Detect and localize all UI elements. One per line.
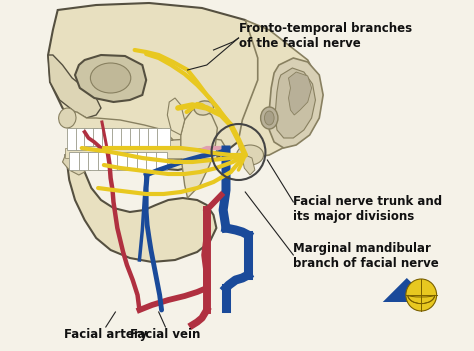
Text: Facial vein: Facial vein <box>130 328 201 341</box>
Polygon shape <box>75 55 146 102</box>
Polygon shape <box>157 128 170 146</box>
Ellipse shape <box>264 111 274 125</box>
Polygon shape <box>65 152 217 262</box>
Polygon shape <box>139 138 226 160</box>
Polygon shape <box>93 128 106 146</box>
Ellipse shape <box>59 108 76 128</box>
Polygon shape <box>48 55 101 118</box>
Polygon shape <box>98 152 109 170</box>
Polygon shape <box>130 128 142 146</box>
Text: Marginal mandibular
branch of facial nerve: Marginal mandibular branch of facial ner… <box>293 242 439 270</box>
Ellipse shape <box>237 145 264 165</box>
Polygon shape <box>89 152 100 170</box>
Polygon shape <box>146 152 158 170</box>
Circle shape <box>406 279 437 311</box>
Polygon shape <box>242 155 255 175</box>
Polygon shape <box>84 128 97 146</box>
Polygon shape <box>65 148 217 158</box>
Polygon shape <box>111 128 124 146</box>
Ellipse shape <box>194 101 213 115</box>
Text: Facial nerve trunk and
its major divisions: Facial nerve trunk and its major divisio… <box>293 195 442 223</box>
Polygon shape <box>102 128 115 146</box>
Polygon shape <box>289 72 311 115</box>
Polygon shape <box>118 152 129 170</box>
Polygon shape <box>127 152 138 170</box>
Text: Fronto-temporal branches
of the facial nerve: Fronto-temporal branches of the facial n… <box>238 22 411 50</box>
Polygon shape <box>76 128 86 150</box>
Polygon shape <box>181 108 218 198</box>
Ellipse shape <box>91 63 131 93</box>
Polygon shape <box>167 98 185 135</box>
Polygon shape <box>67 128 77 150</box>
Polygon shape <box>238 20 318 158</box>
Polygon shape <box>63 152 85 175</box>
Text: Facial artery: Facial artery <box>64 328 147 341</box>
Polygon shape <box>137 152 148 170</box>
Polygon shape <box>148 128 161 146</box>
Polygon shape <box>48 3 269 170</box>
Ellipse shape <box>261 107 278 129</box>
Polygon shape <box>69 152 81 170</box>
Polygon shape <box>63 112 173 148</box>
Polygon shape <box>269 58 323 148</box>
Polygon shape <box>79 152 91 170</box>
Polygon shape <box>383 278 431 302</box>
Polygon shape <box>108 152 119 170</box>
Polygon shape <box>139 128 152 146</box>
Polygon shape <box>275 68 315 138</box>
Polygon shape <box>156 152 167 170</box>
Polygon shape <box>121 128 133 146</box>
